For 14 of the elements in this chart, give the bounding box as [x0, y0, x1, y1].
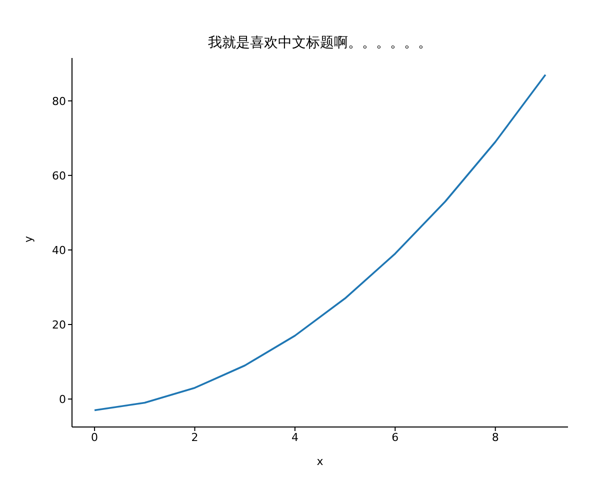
y-tick-label: 60	[52, 169, 66, 182]
y-tick-label: 40	[52, 244, 66, 257]
x-tick-label: 8	[492, 430, 499, 444]
x-axis-title: x	[316, 455, 324, 468]
x-tick-label: 6	[392, 430, 399, 444]
chart-title: 我就是喜欢中文标题啊。。。。。。	[207, 34, 433, 52]
y-tick-label: 80	[52, 94, 66, 108]
x-tick-label: 4	[291, 430, 298, 444]
line-series	[94, 74, 546, 412]
y-tick-label: 0	[59, 392, 66, 406]
x-tick-label: 0	[91, 430, 98, 444]
x-tick-label: 2	[191, 430, 198, 444]
y-tick-label: 20	[52, 318, 66, 332]
y-axis-title: y	[22, 236, 35, 242]
